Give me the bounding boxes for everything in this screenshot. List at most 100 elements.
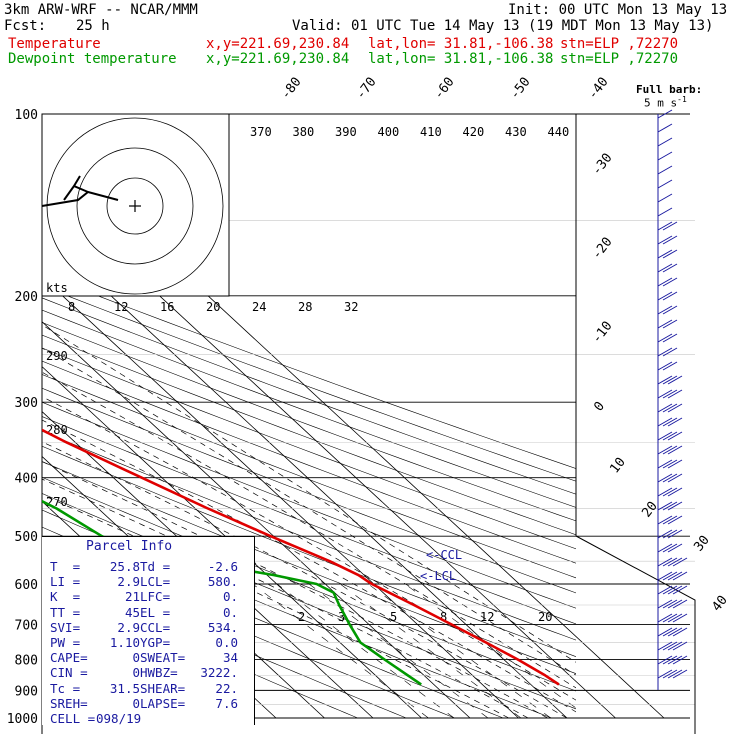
pressure-tick-label: 100: [15, 108, 38, 123]
parcel-value: 3222.: [200, 665, 238, 681]
parcel-label: YGP=: [140, 635, 171, 650]
wind-barb: [672, 669, 688, 679]
inset-tick-label: 24: [252, 300, 266, 314]
isotherm-label: -40: [585, 75, 611, 103]
mixing-ratio-line: [404, 583, 576, 709]
wind-barb: [662, 417, 678, 427]
mixing-ratio-label: 2: [298, 610, 305, 624]
wind-barb: [657, 669, 673, 679]
dewpoint-latlon: lat,lon= 31.81,-106.38: [368, 51, 554, 67]
wind-barb: [662, 445, 678, 455]
wind-barb: [667, 501, 683, 511]
wind-barb: [662, 235, 678, 245]
wind-barb: [672, 655, 688, 665]
wind-barb: [667, 613, 683, 623]
wind-barb: [662, 347, 678, 357]
parcel-value: 0: [132, 650, 140, 666]
isotherm-line: [42, 321, 471, 719]
parcel-label: LFC=: [140, 589, 171, 605]
wind-barb: [667, 515, 683, 525]
parcel-value: 098/19: [96, 711, 142, 726]
parcel-value: 34: [222, 650, 238, 666]
wind-barb: [667, 375, 683, 385]
parcel-info-row: LI = 2.9LCL= 580.: [50, 574, 238, 589]
parcel-value: 31.5: [109, 680, 140, 696]
parcel-label: CAPE=: [50, 650, 88, 666]
wind-barb: [657, 389, 673, 399]
parcel-value: 580.: [207, 574, 238, 590]
dewpoint-station: stn=ELP ,72270: [560, 51, 679, 67]
lcl-marker-label: <-LCL: [420, 569, 456, 583]
parcel-value: 2.9: [117, 574, 140, 590]
wind-barb: [662, 529, 678, 539]
theta-label: 440: [548, 125, 570, 139]
inset-tick-label: 8: [68, 300, 75, 314]
wind-barb: [657, 431, 673, 441]
wind-barb: [662, 613, 678, 623]
theta-label: 380: [293, 125, 315, 139]
isotherm-label: -10: [589, 319, 615, 347]
wind-barb: [672, 557, 688, 567]
wind-key-unit: 5 m s-1: [644, 94, 687, 110]
pressure-tick-label: 400: [15, 472, 38, 487]
parcel-info-title: Parcel Info: [86, 539, 173, 554]
wind-barb: [657, 179, 673, 189]
wind-barb: [657, 557, 673, 567]
wind-barb: [667, 669, 683, 679]
dewpoint-xy: x,y=221.69,230.84: [206, 51, 350, 67]
valid-time: Valid: 01 UTC Tue 14 May 13 (19 MDT Mon …: [292, 18, 714, 34]
parcel-label: SHEAR=: [140, 680, 186, 696]
pressure-tick-label: 300: [15, 396, 38, 411]
wind-barb: [667, 655, 683, 665]
parcel-label: TT =: [50, 604, 81, 620]
wind-barb: [662, 669, 678, 679]
model-title: 3km ARW-WRF -- NCAR/MMM: [4, 2, 198, 18]
parcel-info-row: TT = 45EL = 0.: [50, 605, 238, 620]
wind-barb: [662, 501, 678, 511]
dewpoint-profile: [42, 499, 422, 686]
wind-barb: [657, 515, 673, 525]
wind-barb: [662, 515, 678, 525]
wind-barb: [657, 375, 673, 385]
parcel-label: Td =: [140, 559, 171, 574]
theta-label: 400: [378, 125, 400, 139]
wind-barb: [672, 613, 688, 623]
wind-barb: [667, 543, 683, 553]
wind-barb: [672, 627, 688, 637]
isotherm-line: [42, 366, 422, 719]
parcel-label: Tc =: [50, 680, 81, 696]
parcel-label: LI =: [50, 574, 81, 590]
wind-barb: [662, 655, 678, 665]
isotherm-label: -50: [507, 75, 533, 103]
wind-barb: [657, 305, 673, 315]
temperature-latlon: lat,lon= 31.81,-106.38: [368, 36, 554, 52]
wind-barb: [657, 165, 673, 175]
wind-barb: [667, 459, 683, 469]
dewpoint-legend-label: Dewpoint temperature: [8, 51, 177, 67]
isotherm-label: -20: [589, 235, 615, 263]
wind-barb: [657, 585, 673, 595]
forecast-hour: 25 h: [76, 18, 110, 34]
isotherm-label: -80: [278, 75, 304, 103]
wind-barb: [657, 109, 673, 119]
wind-barb: [657, 137, 673, 147]
parcel-value: 1.10: [109, 635, 140, 650]
isotherm-line: [42, 231, 568, 719]
wind-barb: [662, 263, 678, 273]
wind-barb: [662, 557, 678, 567]
wind-barb: [657, 627, 673, 637]
wind-barb: [657, 277, 673, 287]
wind-barb: [657, 417, 673, 427]
wind-barb: [662, 627, 678, 637]
isotherm-label: 30: [691, 533, 712, 555]
wind-barb: [657, 291, 673, 301]
wind-barb: [667, 473, 683, 483]
parcel-info-row: T = 25.8Td = -2.6: [50, 559, 238, 574]
wind-barb: [667, 389, 683, 399]
wind-barb: [657, 235, 673, 245]
wind-barb: [662, 599, 678, 609]
wind-barb: [657, 207, 673, 217]
pressure-tick-label: 600: [15, 578, 38, 593]
parcel-info-row: CIN = 0HWBZ= 3222.: [50, 665, 238, 680]
